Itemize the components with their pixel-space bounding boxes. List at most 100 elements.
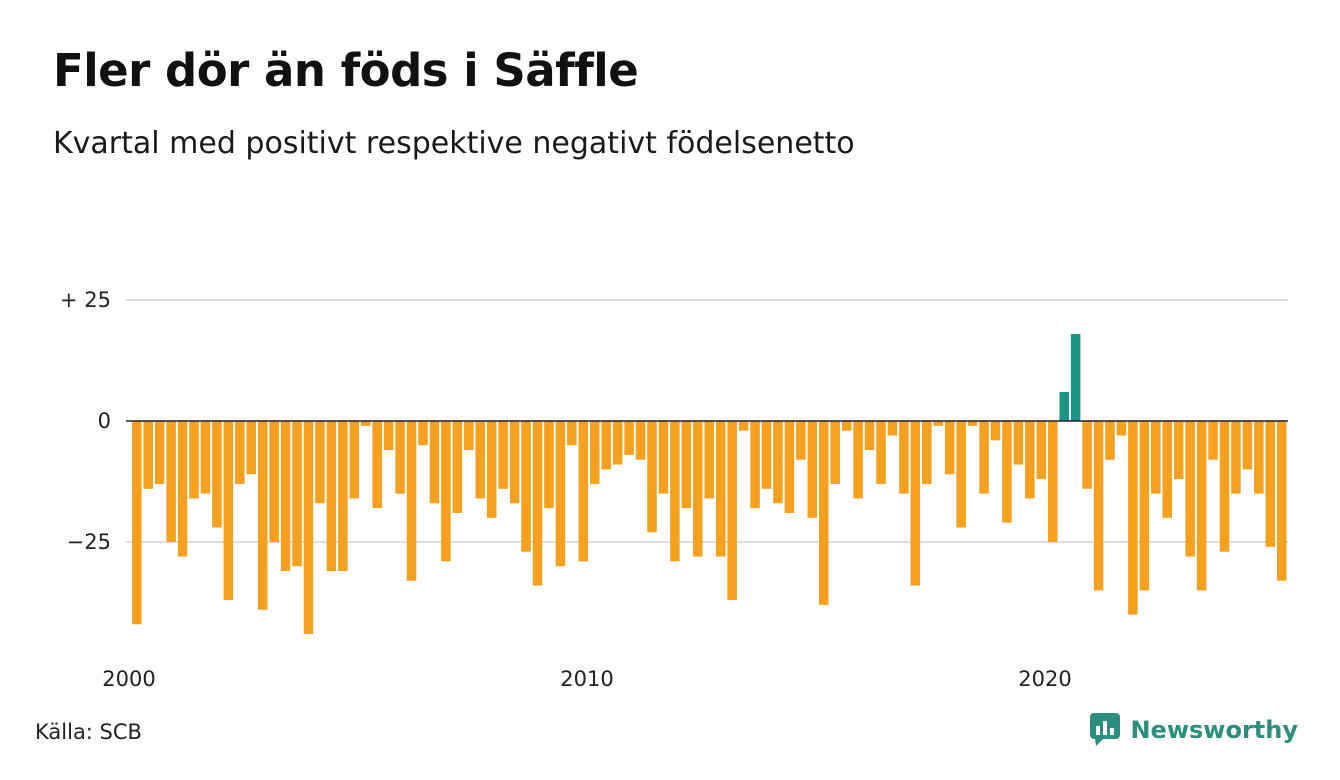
bar-negative (1025, 421, 1035, 499)
bar-negative (750, 421, 760, 509)
bar-negative (1139, 421, 1150, 591)
bar-negative (910, 421, 921, 586)
bar-negative (796, 421, 806, 460)
bar-negative (189, 421, 199, 499)
bar-negative (624, 421, 634, 455)
bar-negative (864, 421, 875, 451)
bar-negative (807, 421, 818, 518)
bar-negative (853, 421, 863, 499)
bar-negative (830, 421, 840, 484)
bar-negative (406, 421, 417, 581)
bar-negative (441, 421, 451, 562)
bar-negative (1116, 421, 1127, 436)
bar-negative (212, 421, 222, 528)
bar-negative (1254, 421, 1264, 494)
bar-negative (235, 421, 245, 484)
bar-negative (1002, 421, 1012, 523)
chart-subtitle: Kvartal med positivt respektive negativt… (53, 126, 855, 161)
bar-negative (1173, 421, 1184, 480)
bar-negative (1105, 421, 1115, 460)
bar-negative (1048, 421, 1058, 542)
bar-negative (967, 421, 978, 426)
bar-negative (601, 421, 611, 470)
bar-negative (1231, 421, 1241, 494)
bar-negative (383, 421, 394, 451)
bar-negative (1196, 421, 1207, 591)
bar-negative (956, 421, 966, 528)
bar-negative (464, 421, 474, 451)
bar-chart: + 25 0 −25 2000 2010 2020 (60, 288, 1288, 691)
bar-negative (727, 421, 737, 601)
bars (132, 333, 1287, 634)
bar-negative (1277, 421, 1287, 581)
bar-negative (1151, 421, 1161, 494)
bar-negative (132, 421, 142, 625)
bar-positive (1070, 333, 1081, 421)
bar-negative (670, 421, 680, 562)
bar-negative (944, 421, 955, 475)
bar-negative (1162, 421, 1172, 518)
x-tick-label: 2010 (560, 667, 613, 691)
bar-negative (303, 421, 314, 634)
bar-negative (990, 421, 1001, 441)
bar-negative (315, 421, 325, 504)
bar-negative (773, 421, 783, 504)
chart-title: Fler dör än föds i Säffle (53, 44, 639, 97)
bar-negative (246, 421, 256, 475)
bar-negative (635, 421, 646, 460)
bar-negative (658, 421, 669, 494)
bar-positive (1059, 391, 1069, 421)
bar-negative (1093, 421, 1104, 591)
bar-negative (1036, 421, 1047, 480)
bar-negative (578, 421, 589, 562)
bar-negative (1208, 421, 1218, 460)
bar-negative (1082, 421, 1092, 489)
bar-negative (819, 421, 829, 605)
bar-negative (326, 421, 337, 572)
bar-negative (418, 421, 428, 446)
y-axis-labels: + 25 0 −25 (60, 288, 111, 554)
bar-negative (395, 421, 405, 494)
bar-negative (1242, 421, 1253, 470)
bar-negative (1219, 421, 1230, 552)
x-axis-labels: 2000 2010 2020 (102, 667, 1071, 691)
bar-negative (738, 421, 749, 431)
bar-negative (200, 421, 211, 494)
bar-negative (269, 421, 279, 542)
bar-negative (177, 421, 188, 557)
bar-negative (841, 421, 852, 431)
bar-negative (1128, 421, 1138, 615)
source-note: Källa: SCB (35, 720, 142, 744)
newsworthy-logo-icon (1090, 713, 1121, 746)
bar-negative (647, 421, 657, 533)
bar-negative (372, 421, 382, 509)
bar-negative (521, 421, 531, 552)
bar-negative (498, 421, 508, 489)
bar-negative (715, 421, 726, 557)
bar-negative (899, 421, 909, 494)
bar-negative (590, 421, 600, 484)
x-tick-label: 2000 (102, 667, 155, 691)
bar-negative (292, 421, 302, 567)
y-tick-label: −25 (67, 530, 111, 554)
bar-negative (567, 421, 577, 446)
bar-negative (612, 421, 623, 465)
bar-negative (876, 421, 886, 484)
bar-negative (143, 421, 153, 489)
bar-negative (475, 421, 485, 499)
bar-negative (280, 421, 291, 572)
bar-negative (1013, 421, 1024, 465)
bar-negative (922, 421, 932, 484)
brand-logo: Newsworthy (1090, 713, 1298, 747)
x-tick-label: 2020 (1018, 667, 1071, 691)
y-tick-label: 0 (98, 409, 111, 433)
bar-negative (979, 421, 989, 494)
bar-negative (338, 421, 348, 572)
brand-name: Newsworthy (1130, 716, 1298, 744)
bar-negative (784, 421, 795, 513)
bar-negative (361, 421, 371, 426)
bar-negative (1265, 421, 1276, 547)
bar-negative (887, 421, 898, 436)
bar-negative (166, 421, 176, 542)
bar-negative (223, 421, 234, 601)
